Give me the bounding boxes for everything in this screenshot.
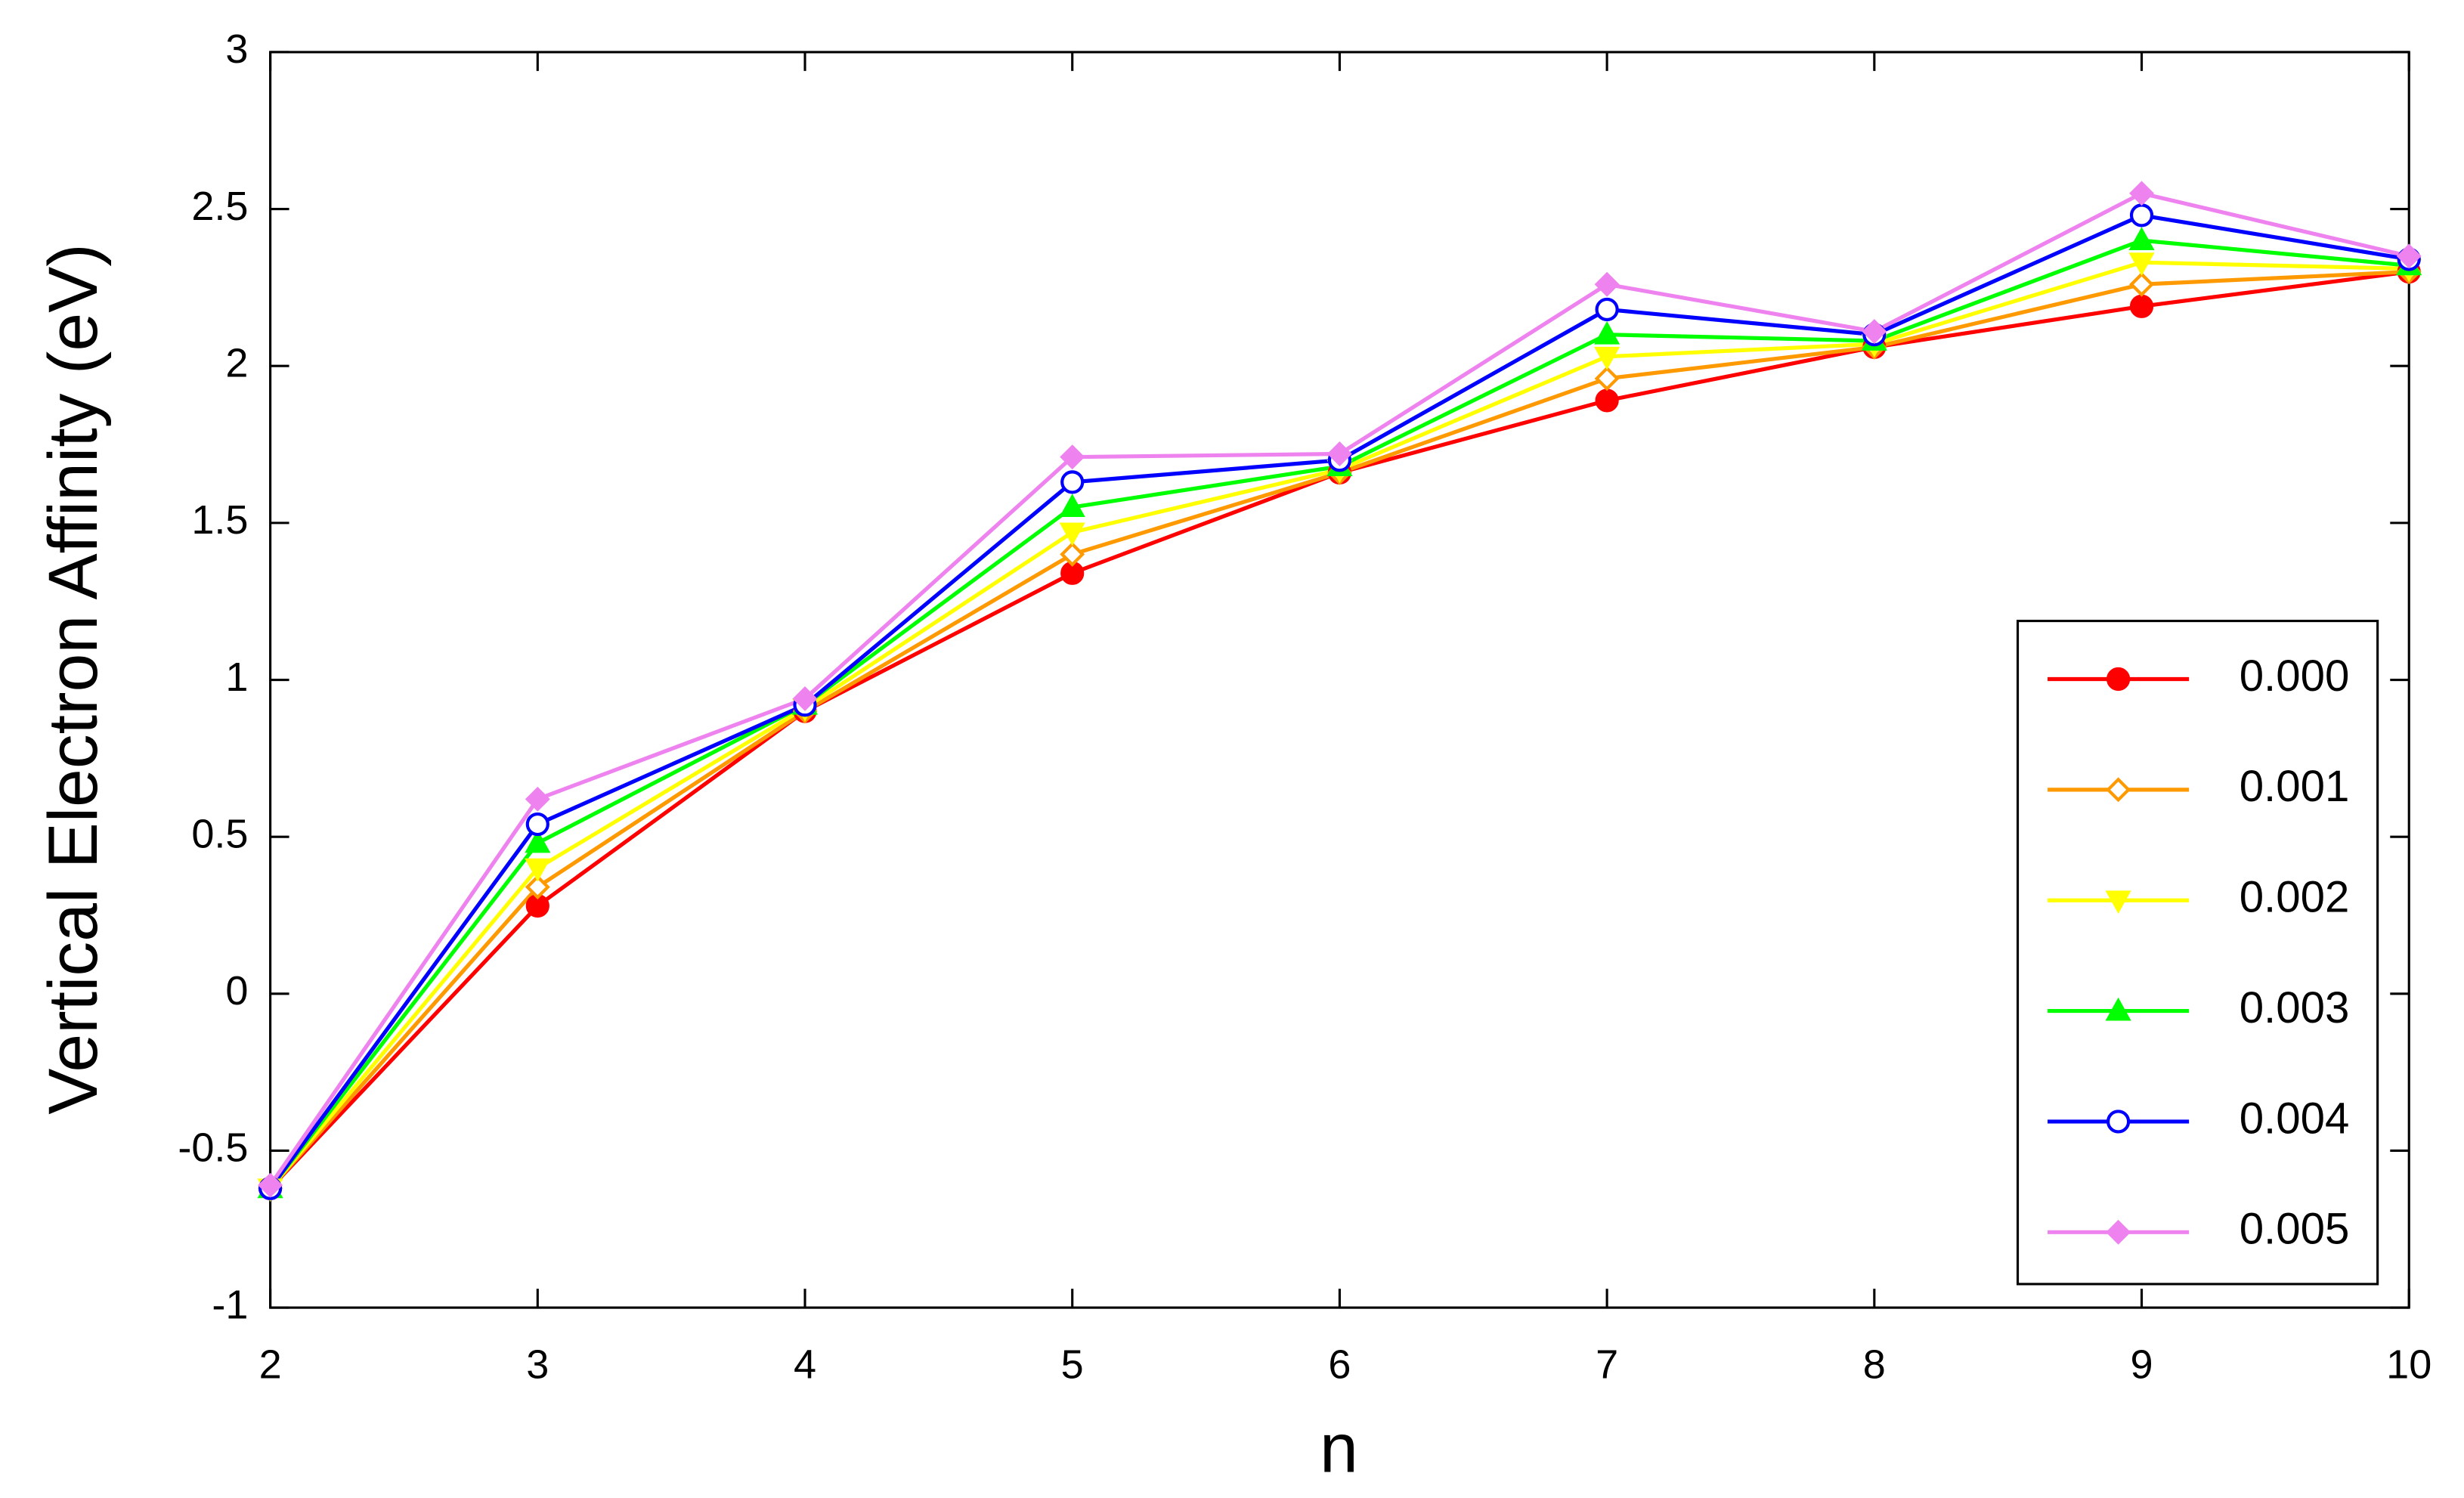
x-tick-label: 4 bbox=[794, 1342, 816, 1387]
data-point bbox=[1060, 444, 1085, 470]
legend-label: 0.000 bbox=[2240, 652, 2350, 701]
x-tick-label: 6 bbox=[1328, 1342, 1351, 1387]
data-point bbox=[792, 686, 818, 711]
y-tick-label: 3 bbox=[225, 26, 248, 72]
data-point bbox=[1059, 522, 1085, 546]
data-point bbox=[525, 858, 551, 882]
x-tick-label: 10 bbox=[2386, 1342, 2431, 1387]
data-point bbox=[2129, 294, 2154, 318]
data-point bbox=[1862, 319, 1887, 344]
data-point bbox=[1326, 441, 1352, 466]
legend-label: 0.004 bbox=[2240, 1094, 2350, 1143]
data-point bbox=[525, 829, 551, 853]
x-tick-label: 9 bbox=[2130, 1342, 2153, 1387]
legend-label: 0.002 bbox=[2240, 873, 2350, 922]
legend-marker bbox=[2105, 997, 2131, 1021]
x-tick-label: 7 bbox=[1596, 1342, 1618, 1387]
data-point bbox=[1060, 470, 1085, 494]
y-tick-label: 0 bbox=[225, 968, 248, 1014]
legend-marker bbox=[2106, 667, 2131, 692]
data-point bbox=[2396, 243, 2422, 269]
data-point bbox=[2129, 181, 2154, 206]
data-point bbox=[1594, 366, 1620, 392]
data-point bbox=[1594, 346, 1620, 370]
legend-label: 0.005 bbox=[2240, 1205, 2350, 1254]
x-tick-label: 3 bbox=[526, 1342, 549, 1387]
legend-marker bbox=[2106, 777, 2131, 803]
data-point bbox=[525, 812, 549, 837]
legend-marker bbox=[2106, 1219, 2131, 1245]
data-point bbox=[1594, 320, 1620, 345]
y-tick-label: 1.5 bbox=[191, 497, 248, 543]
legend-box bbox=[2016, 619, 2379, 1286]
y-tick-label: 1 bbox=[225, 655, 248, 700]
x-tick-label: 8 bbox=[1863, 1342, 1886, 1387]
y-tick-label: -1 bbox=[212, 1282, 248, 1327]
x-tick-label: 5 bbox=[1061, 1342, 1084, 1387]
data-point bbox=[1595, 388, 1619, 413]
data-point bbox=[258, 1172, 283, 1198]
data-point bbox=[525, 786, 550, 812]
data-point bbox=[1060, 541, 1085, 567]
legend-marker bbox=[2106, 1110, 2131, 1134]
data-point bbox=[2128, 252, 2155, 276]
y-tick-label: 0.5 bbox=[191, 811, 248, 856]
legend-marker bbox=[2105, 890, 2131, 915]
y-tick-label: 2.5 bbox=[191, 184, 248, 229]
y-tick-label: -0.5 bbox=[178, 1125, 248, 1171]
x-axis-label: n bbox=[1320, 1410, 1358, 1487]
data-point bbox=[2129, 271, 2154, 297]
legend-label: 0.001 bbox=[2240, 762, 2350, 811]
data-point bbox=[2129, 203, 2154, 227]
data-point bbox=[2128, 227, 2155, 250]
x-tick-label: 2 bbox=[259, 1342, 282, 1387]
legend-label: 0.003 bbox=[2240, 983, 2350, 1032]
data-point bbox=[1595, 297, 1619, 322]
data-point bbox=[1059, 494, 1085, 517]
y-tick-label: 2 bbox=[225, 341, 248, 386]
data-point bbox=[1594, 271, 1620, 297]
data-point bbox=[525, 874, 550, 900]
y-axis-label: Vertical Electron Affinity (eV) bbox=[35, 243, 112, 1114]
